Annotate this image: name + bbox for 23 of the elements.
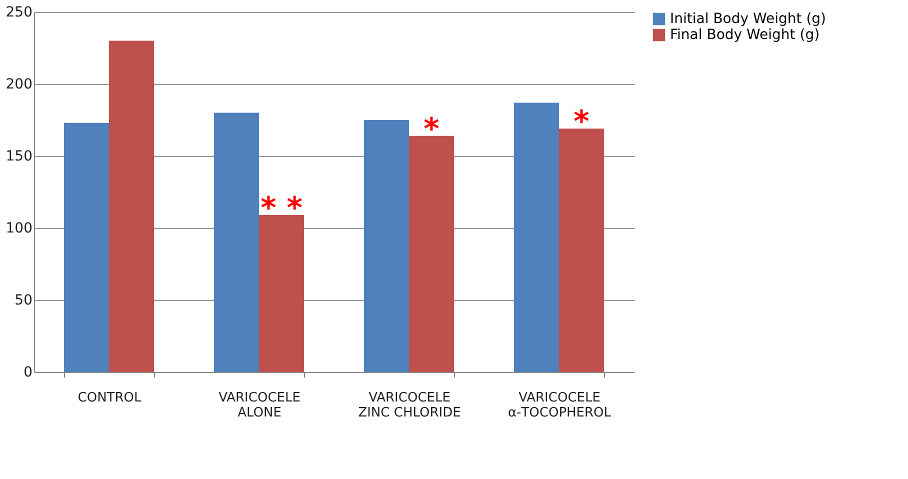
annotation: *	[574, 104, 590, 140]
bar	[514, 102, 559, 372]
y-tick-label: 200	[6, 76, 32, 92]
bar	[559, 128, 604, 372]
annotation: * *	[260, 191, 303, 226]
legend-label: Initial Body Weight (g)	[670, 11, 826, 27]
y-tick-label: 50	[14, 292, 32, 308]
y-tick-label: 100	[6, 220, 32, 236]
x-tick-label: CONTROL	[78, 390, 142, 406]
y-tick-label: 250	[6, 4, 32, 20]
x-tick-label: VARICOCELE α-TOCOPHEROL	[508, 390, 612, 420]
x-tick-label: VARICOCELE ALONE	[218, 390, 300, 420]
y-tick-label: 0	[24, 364, 32, 380]
bar	[64, 122, 109, 372]
legend-label: Final Body Weight (g)	[670, 27, 820, 43]
bar	[214, 112, 259, 372]
x-tick-label: VARICOCELE ZINC CHLORIDE	[358, 390, 461, 420]
y-tick-label: 150	[6, 148, 32, 164]
annotation: *	[424, 112, 440, 147]
bar	[409, 136, 454, 372]
bar	[364, 120, 409, 372]
bar	[259, 215, 304, 372]
bar	[109, 40, 154, 372]
